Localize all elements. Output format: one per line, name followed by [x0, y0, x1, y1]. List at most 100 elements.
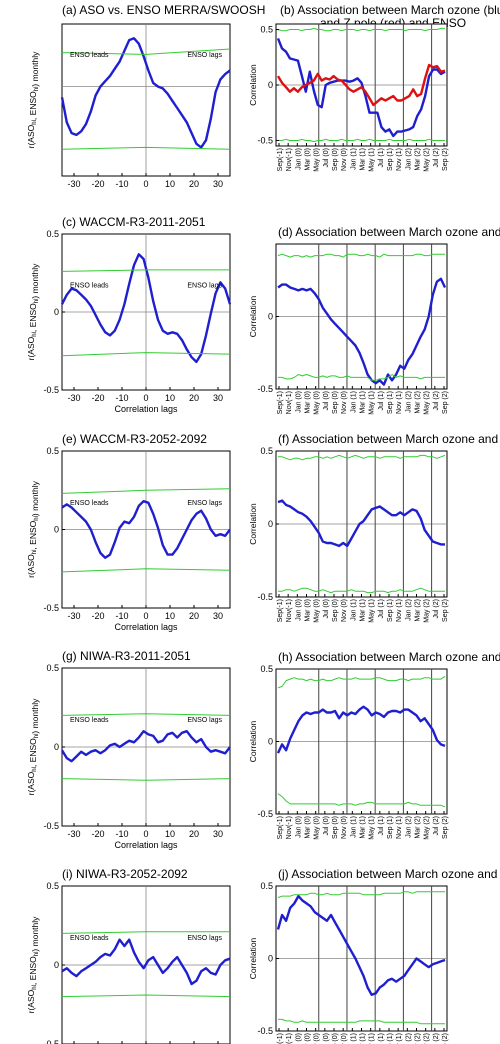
annotation-enso-leads: ENSO leads [70, 935, 109, 942]
x-tick-label: May (0) [314, 599, 321, 623]
x-tick-label: Sep(-1) [277, 391, 284, 414]
chart-title: (g) NIWA-R3-2011-2051 [62, 649, 191, 663]
x-tick-label: 0 [143, 393, 148, 403]
x-tick-label: May (1) [369, 391, 376, 415]
y-axis-label: r(ASOhl, ENSOhl) monthly [26, 698, 40, 795]
x-tick-label: -30 [67, 829, 80, 839]
x-tick-label: Mar (0) [305, 148, 312, 171]
x-tick-label: Sep(-1) [277, 816, 284, 839]
x-tick-label: Nov(-1) [286, 148, 293, 171]
series-line-0 [61, 500, 231, 559]
x-tick-label: Jul (1) [378, 148, 385, 167]
x-tick-label: -20 [91, 179, 104, 189]
x-tick-label: May (2) [424, 1033, 431, 1044]
x-tick-label: Jan (0) [295, 148, 302, 170]
x-axis-label: Correlation lags [114, 840, 178, 850]
x-tick-label: Jan (0) [295, 816, 302, 838]
x-tick-label: 30 [213, 611, 223, 621]
x-tick-label: Mar (2) [415, 816, 422, 839]
y-tick-label: 0 [54, 525, 59, 535]
x-tick-label: Mar (2) [415, 1033, 422, 1044]
chart-panel-e: (e) WACCM-R3-2052-2092 -30 -20 -10 0 10 20 30 Co… [26, 432, 231, 632]
y-tick-label: 0.5 [260, 664, 273, 674]
series-line-0 [276, 705, 446, 754]
x-tick-label: Jan (2) [405, 391, 412, 413]
y-tick-label: -0.5 [257, 592, 273, 602]
y-tick-label: 0 [268, 312, 273, 322]
x-tick-label: -10 [115, 829, 128, 839]
x-tick-label: Sep (2) [442, 391, 449, 414]
annotation-enso-lags: ENSO lags [187, 283, 222, 290]
x-tick-label: Jul (0) [323, 391, 330, 410]
chart-title: (d) Association between March ozone and … [278, 225, 500, 239]
x-tick-label: 30 [213, 393, 223, 403]
y-tick-label: 0 [268, 954, 273, 964]
annotation-enso-leads: ENSO leads [70, 500, 109, 507]
x-tick-label: Nov (0) [341, 148, 348, 171]
x-tick-label: May (1) [369, 148, 376, 172]
x-tick-label: Jul (2) [433, 1033, 440, 1044]
annotation-enso-leads: ENSO leads [70, 717, 109, 724]
y-tick-label: 0.5 [260, 881, 273, 891]
series-line-1 [61, 48, 231, 55]
x-tick-label: Jul (1) [378, 816, 385, 835]
x-tick-label: Mar (1) [360, 148, 367, 171]
x-tick-label: Nov (1) [396, 391, 403, 414]
y-axis-label: Correlation [248, 937, 258, 979]
x-axis-label: Correlation lags [114, 404, 178, 414]
x-tick-label: -20 [91, 829, 104, 839]
x-tick-label: -10 [115, 393, 128, 403]
y-tick-label: -0.5 [257, 1026, 273, 1036]
series-line-2 [277, 793, 446, 808]
x-tick-label: Jul (0) [323, 148, 330, 167]
series-line-2 [61, 994, 231, 998]
x-tick-label: 10 [165, 829, 175, 839]
x-tick-label: 10 [165, 179, 175, 189]
x-tick-label: Jan (1) [350, 599, 357, 621]
x-tick-label: May (1) [369, 599, 376, 623]
series-line-0 [61, 938, 231, 986]
x-tick-label: 20 [189, 393, 199, 403]
x-tick-label: Mar (1) [360, 1033, 367, 1044]
x-tick-label: May (2) [424, 599, 431, 623]
x-tick-label: Sep (0) [332, 391, 339, 414]
y-axis-label: Correlation [248, 503, 258, 545]
x-tick-label: Mar (1) [360, 816, 367, 839]
x-tick-label: Jan (0) [295, 599, 302, 621]
y-axis-label: Correlation [248, 720, 258, 762]
series-line-2 [278, 587, 445, 594]
y-tick-label: 0 [54, 960, 59, 970]
chart-title: (h) Association between March ozone and … [278, 650, 500, 664]
series-line-2 [277, 27, 445, 32]
series-line-1 [61, 488, 231, 494]
x-tick-label: Nov (0) [341, 599, 348, 622]
x-tick-label: Mar (2) [415, 599, 422, 622]
y-tick-label: 0.5 [46, 663, 59, 673]
x-tick-label: Mar (2) [415, 148, 422, 171]
x-tick-label: Jul (0) [323, 599, 330, 618]
x-tick-label: 0 [143, 179, 148, 189]
annotation-enso-leads: ENSO leads [70, 283, 109, 290]
x-tick-label: Nov (1) [396, 1033, 403, 1044]
y-tick-label: 0.5 [46, 881, 59, 891]
x-tick-label: Jan (2) [405, 599, 412, 621]
series-line-1 [61, 931, 230, 934]
series-line-1 [61, 269, 230, 272]
x-tick-label: Jan (1) [350, 148, 357, 170]
y-tick-label: 0 [54, 742, 59, 752]
chart-title: (f) Association between March ozone and … [278, 432, 500, 446]
x-tick-label: 20 [189, 611, 199, 621]
x-tick-label: Mar (1) [360, 599, 367, 622]
chart-title: (c) WACCM-R3-2011-2051 [62, 215, 206, 229]
series-line-1 [278, 454, 446, 461]
x-tick-label: Jul (2) [433, 148, 440, 167]
x-tick-label: May (1) [369, 1033, 376, 1044]
x-tick-label: Sep (0) [332, 816, 339, 839]
x-tick-label: May (0) [314, 391, 321, 415]
x-tick-label: Nov(-1) [286, 816, 293, 839]
x-tick-label: Jul (1) [378, 391, 385, 410]
x-tick-label: -10 [115, 179, 128, 189]
x-tick-label: Sep (1) [387, 1033, 394, 1044]
x-tick-label: May (2) [424, 816, 431, 840]
x-tick-label: Mar (0) [305, 391, 312, 414]
